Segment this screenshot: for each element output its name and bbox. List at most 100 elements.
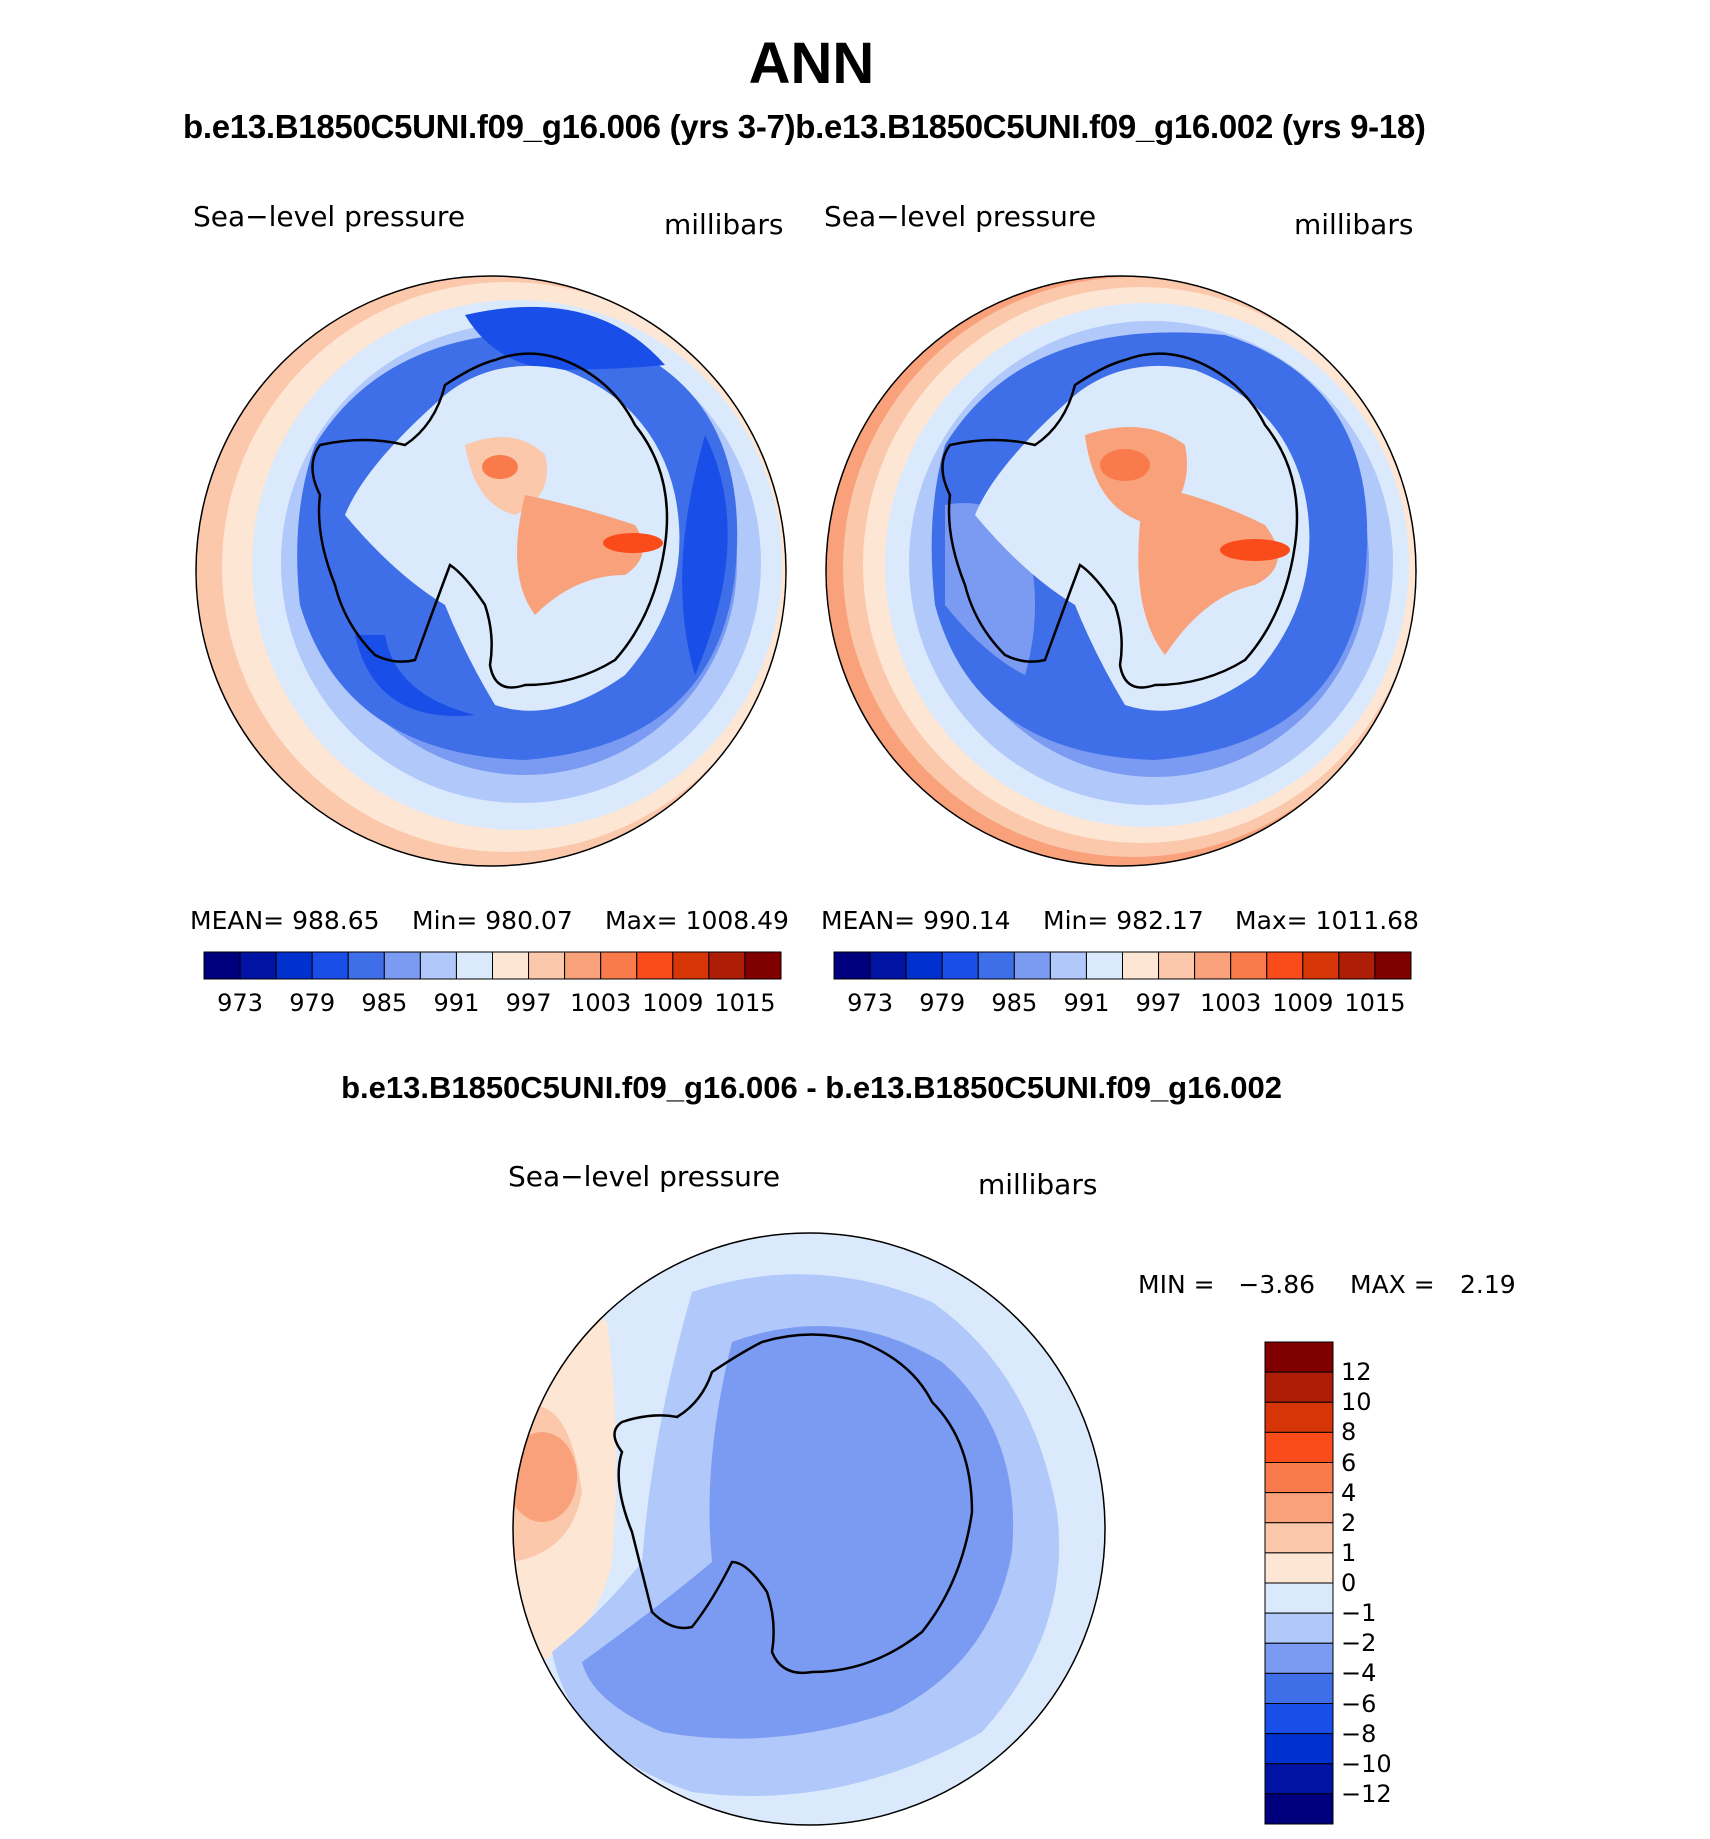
continent-field — [517, 495, 643, 615]
difference-colorbar-tick-label: 6 — [1341, 1448, 1357, 1477]
difference-colorbar-tick-label: −2 — [1341, 1629, 1377, 1658]
difference-colorbar-swatch — [1264, 1763, 1334, 1795]
difference-variable-label: Sea−level pressure — [508, 1160, 781, 1193]
difference-colorbar-swatch — [1264, 1522, 1334, 1554]
negative-anomaly — [582, 1326, 1014, 1739]
panel1-colorbar-tick-label: 979 — [289, 989, 336, 1017]
panel1-units-label: millibars — [664, 208, 784, 241]
continent-field — [482, 455, 518, 479]
panel1-colorbar-tick-label: 1015 — [714, 989, 776, 1017]
panel1-colorbar-swatch — [528, 951, 566, 980]
difference-colorbar-swatch — [1264, 1733, 1334, 1765]
panel2-colorbar-swatch — [1085, 951, 1123, 980]
panel2-units-label: millibars — [1294, 208, 1414, 241]
panel2-colorbar-tick-label: 997 — [1135, 989, 1182, 1017]
antarctica-coastline — [311, 352, 669, 689]
difference-colorbar-swatch — [1264, 1793, 1334, 1825]
panel1-colorbar-tick-label: 1003 — [570, 989, 632, 1017]
positive-anomaly — [513, 1432, 577, 1522]
panel1-mean: MEAN= 988.65 — [190, 906, 380, 935]
panel2-polar-map — [825, 275, 1417, 867]
continent-field — [1100, 449, 1150, 481]
difference-min: MIN = −3.86 — [1138, 1270, 1316, 1299]
difference-colorbar-tick-label: 0 — [1341, 1569, 1357, 1597]
subtitle-left-case: b.e13.B1850C5UNI.f09_g16.006 (yrs 3-7) — [183, 108, 796, 145]
panel1-colorbar-swatch — [672, 951, 710, 980]
difference-max: MAX = — [1350, 1270, 1435, 1299]
panel1-colorbar-swatch — [311, 951, 349, 980]
difference-colorbar-swatch — [1264, 1462, 1334, 1494]
subtitle-right-case: b.e13.B1850C5UNI.f09_g16.002 (yrs 9-18) — [795, 108, 1426, 145]
difference-colorbar-tick-label: 4 — [1341, 1478, 1357, 1507]
panel1-colorbar-tick-label: 997 — [505, 989, 552, 1017]
difference-colorbar-tick-label: 12 — [1341, 1358, 1372, 1387]
figure-title: ANN — [748, 31, 875, 96]
antarctica-coastline — [941, 352, 1299, 689]
difference-polar-map — [512, 1232, 1106, 1826]
panel2-colorbar-tick-label: 991 — [1063, 989, 1110, 1017]
difference-colorbar-tick-label: −10 — [1341, 1749, 1392, 1778]
difference-colorbar-tick-label: −4 — [1341, 1659, 1377, 1688]
difference-max-value: 2.19 — [1460, 1270, 1516, 1299]
panel1-colorbar — [203, 951, 782, 980]
panel1-colorbar-swatch — [347, 951, 385, 980]
panel2-colorbar-swatch — [1013, 951, 1051, 980]
difference-units-label: millibars — [978, 1168, 1098, 1201]
continent-field — [603, 533, 663, 553]
panel2-colorbar-swatch — [977, 951, 1015, 980]
panel1-colorbar-swatch — [455, 951, 493, 980]
panel1-polar-map — [195, 275, 787, 867]
panel2-mean: MEAN= 990.14 — [821, 906, 1011, 935]
panel2-colorbar-swatch — [941, 951, 979, 980]
panel2-colorbar-swatch — [1374, 951, 1412, 980]
continent-field — [345, 365, 680, 711]
panel2-colorbar-swatch — [1122, 951, 1160, 980]
difference-colorbar-swatch — [1264, 1341, 1334, 1373]
panel1-colorbar-swatch — [275, 951, 313, 980]
panel2-colorbar — [833, 951, 1412, 980]
panel1-colorbar-swatch — [492, 951, 530, 980]
panel1-colorbar-swatch — [203, 951, 241, 980]
panel1-min: Min= 980.07 — [412, 906, 573, 935]
difference-colorbar-tick-label: 1 — [1341, 1538, 1357, 1567]
panel1-colorbar-swatch — [708, 951, 746, 980]
panel2-max: Max= 1011.68 — [1235, 906, 1419, 935]
panel2-colorbar-swatch — [869, 951, 907, 980]
difference-colorbar-tick-label: −1 — [1341, 1599, 1377, 1628]
panel1-colorbar-swatch — [239, 951, 277, 980]
difference-colorbar-tick-label: −8 — [1341, 1719, 1377, 1748]
panel2-colorbar-tick-label: 979 — [919, 989, 966, 1017]
difference-colorbar-swatch — [1264, 1492, 1334, 1524]
difference-colorbar-swatch — [1264, 1672, 1334, 1704]
difference-colorbar-swatch — [1264, 1371, 1334, 1403]
panel1-colorbar-swatch — [636, 951, 674, 980]
panel2-colorbar-swatch — [1158, 951, 1196, 980]
panel1-colorbar-swatch — [383, 951, 421, 980]
difference-colorbar-swatch — [1264, 1642, 1334, 1674]
panel2-colorbar-swatch — [905, 951, 943, 980]
panel2-colorbar-swatch — [1266, 951, 1304, 980]
deep-low-cell — [682, 435, 728, 675]
panel2-colorbar-tick-label: 1003 — [1200, 989, 1262, 1017]
panel1-max: Max= 1008.49 — [605, 906, 789, 935]
difference-colorbar-tick-label: −12 — [1341, 1779, 1392, 1808]
difference-colorbar-swatch — [1264, 1552, 1334, 1584]
panel2-colorbar-swatch — [1230, 951, 1268, 980]
panel2-variable-label: Sea−level pressure — [824, 200, 1097, 233]
panel2-min: Min= 982.17 — [1043, 906, 1204, 935]
difference-colorbar-tick-label: 10 — [1341, 1388, 1372, 1417]
continent-field — [1138, 485, 1278, 655]
panel1-colorbar-swatch — [744, 951, 782, 980]
panel2-colorbar-tick-label: 985 — [991, 989, 1038, 1017]
difference-colorbar — [1264, 1341, 1334, 1825]
map-boundary — [195, 275, 787, 867]
map-boundary — [512, 1232, 1106, 1826]
deep-low-cell — [355, 635, 475, 716]
panel2-colorbar-tick-label: 973 — [847, 989, 893, 1017]
panel2-colorbar-swatch — [1194, 951, 1232, 980]
panel2-colorbar-swatch — [1302, 951, 1340, 980]
panel1-colorbar-tick-label: 973 — [217, 989, 263, 1017]
difference-colorbar-swatch — [1264, 1431, 1334, 1463]
difference-colorbar-swatch — [1264, 1612, 1334, 1644]
panel2-colorbar-swatch — [833, 951, 871, 980]
